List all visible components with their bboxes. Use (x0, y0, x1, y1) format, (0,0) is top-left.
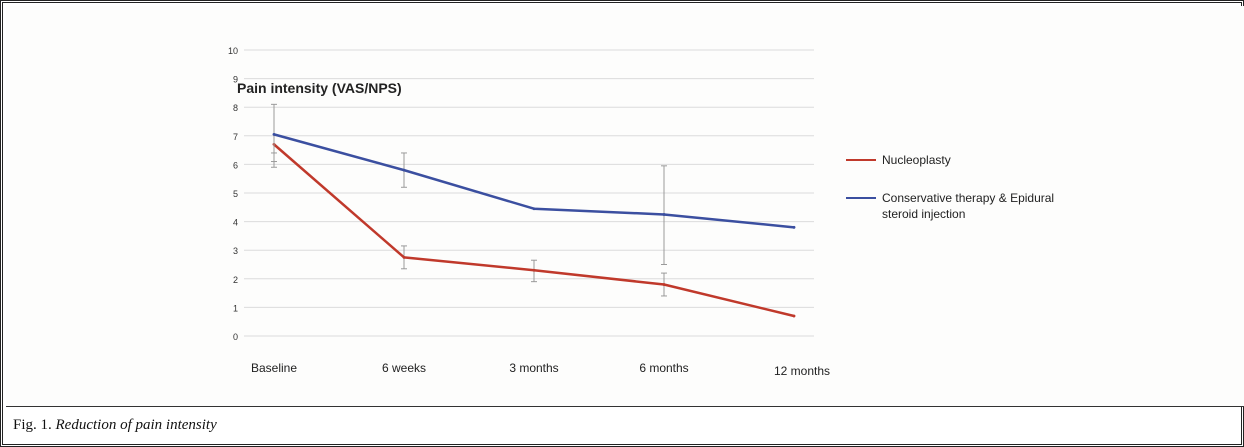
legend-swatch-conservative (846, 197, 876, 199)
data-point (792, 314, 796, 318)
legend-label-conservative: Conservative therapy & Epidural steroid … (882, 191, 1055, 221)
data-point (662, 213, 666, 216)
y-tick-label: 4 (233, 218, 238, 228)
x-tick-label: 6 weeks (382, 361, 426, 375)
data-point (792, 225, 796, 229)
caption-label: Fig. 1. (13, 417, 52, 433)
y-tick-label: 2 (233, 275, 238, 285)
y-tick-label: 5 (233, 189, 238, 199)
x-tick-label: 6 months (639, 361, 688, 375)
chart-legend: Nucleoplasty Conservative therapy & Epid… (846, 152, 1082, 244)
caption-text: Reduction of pain intensity (55, 417, 217, 433)
data-point (402, 168, 406, 172)
data-point (662, 283, 666, 286)
y-tick-label: 0 (233, 332, 238, 342)
data-point (272, 132, 276, 136)
line-chart: 0 1 2 3 4 5 6 7 8 9 10 Baseline 6 weeks 3 months 6 mon… (228, 46, 830, 378)
legend-swatch-nucleoplasty (846, 159, 876, 161)
chart-area: 0 1 2 3 4 5 6 7 8 9 10 Baseline 6 weeks 3 months 6 mon… (6, 6, 1244, 407)
data-point (532, 268, 536, 272)
chart-title: Pain intensity (VAS/NPS) (237, 80, 402, 96)
y-tick-label: 9 (233, 75, 238, 85)
y-tick-label: 7 (233, 132, 238, 142)
x-tick-label: 12 months (774, 364, 830, 378)
y-tick-label: 10 (228, 46, 238, 56)
legend-item-nucleoplasty: Nucleoplasty (846, 152, 1082, 168)
data-point (402, 255, 406, 259)
y-tick-label: 8 (233, 103, 238, 113)
x-tick-label: Baseline (251, 361, 297, 375)
data-point (532, 207, 536, 211)
y-tick-label: 3 (233, 246, 238, 256)
y-tick-label: 6 (233, 160, 238, 170)
series-line-nucleoplasty (272, 143, 796, 318)
y-tick-label: 1 (233, 303, 238, 313)
x-tick-label: 3 months (509, 361, 558, 375)
legend-label-nucleoplasty: Nucleoplasty (882, 153, 951, 167)
figure-caption: Fig. 1. Reduction of pain intensity (13, 417, 217, 434)
legend-item-conservative: Conservative therapy & Epidural steroid … (846, 190, 1082, 222)
